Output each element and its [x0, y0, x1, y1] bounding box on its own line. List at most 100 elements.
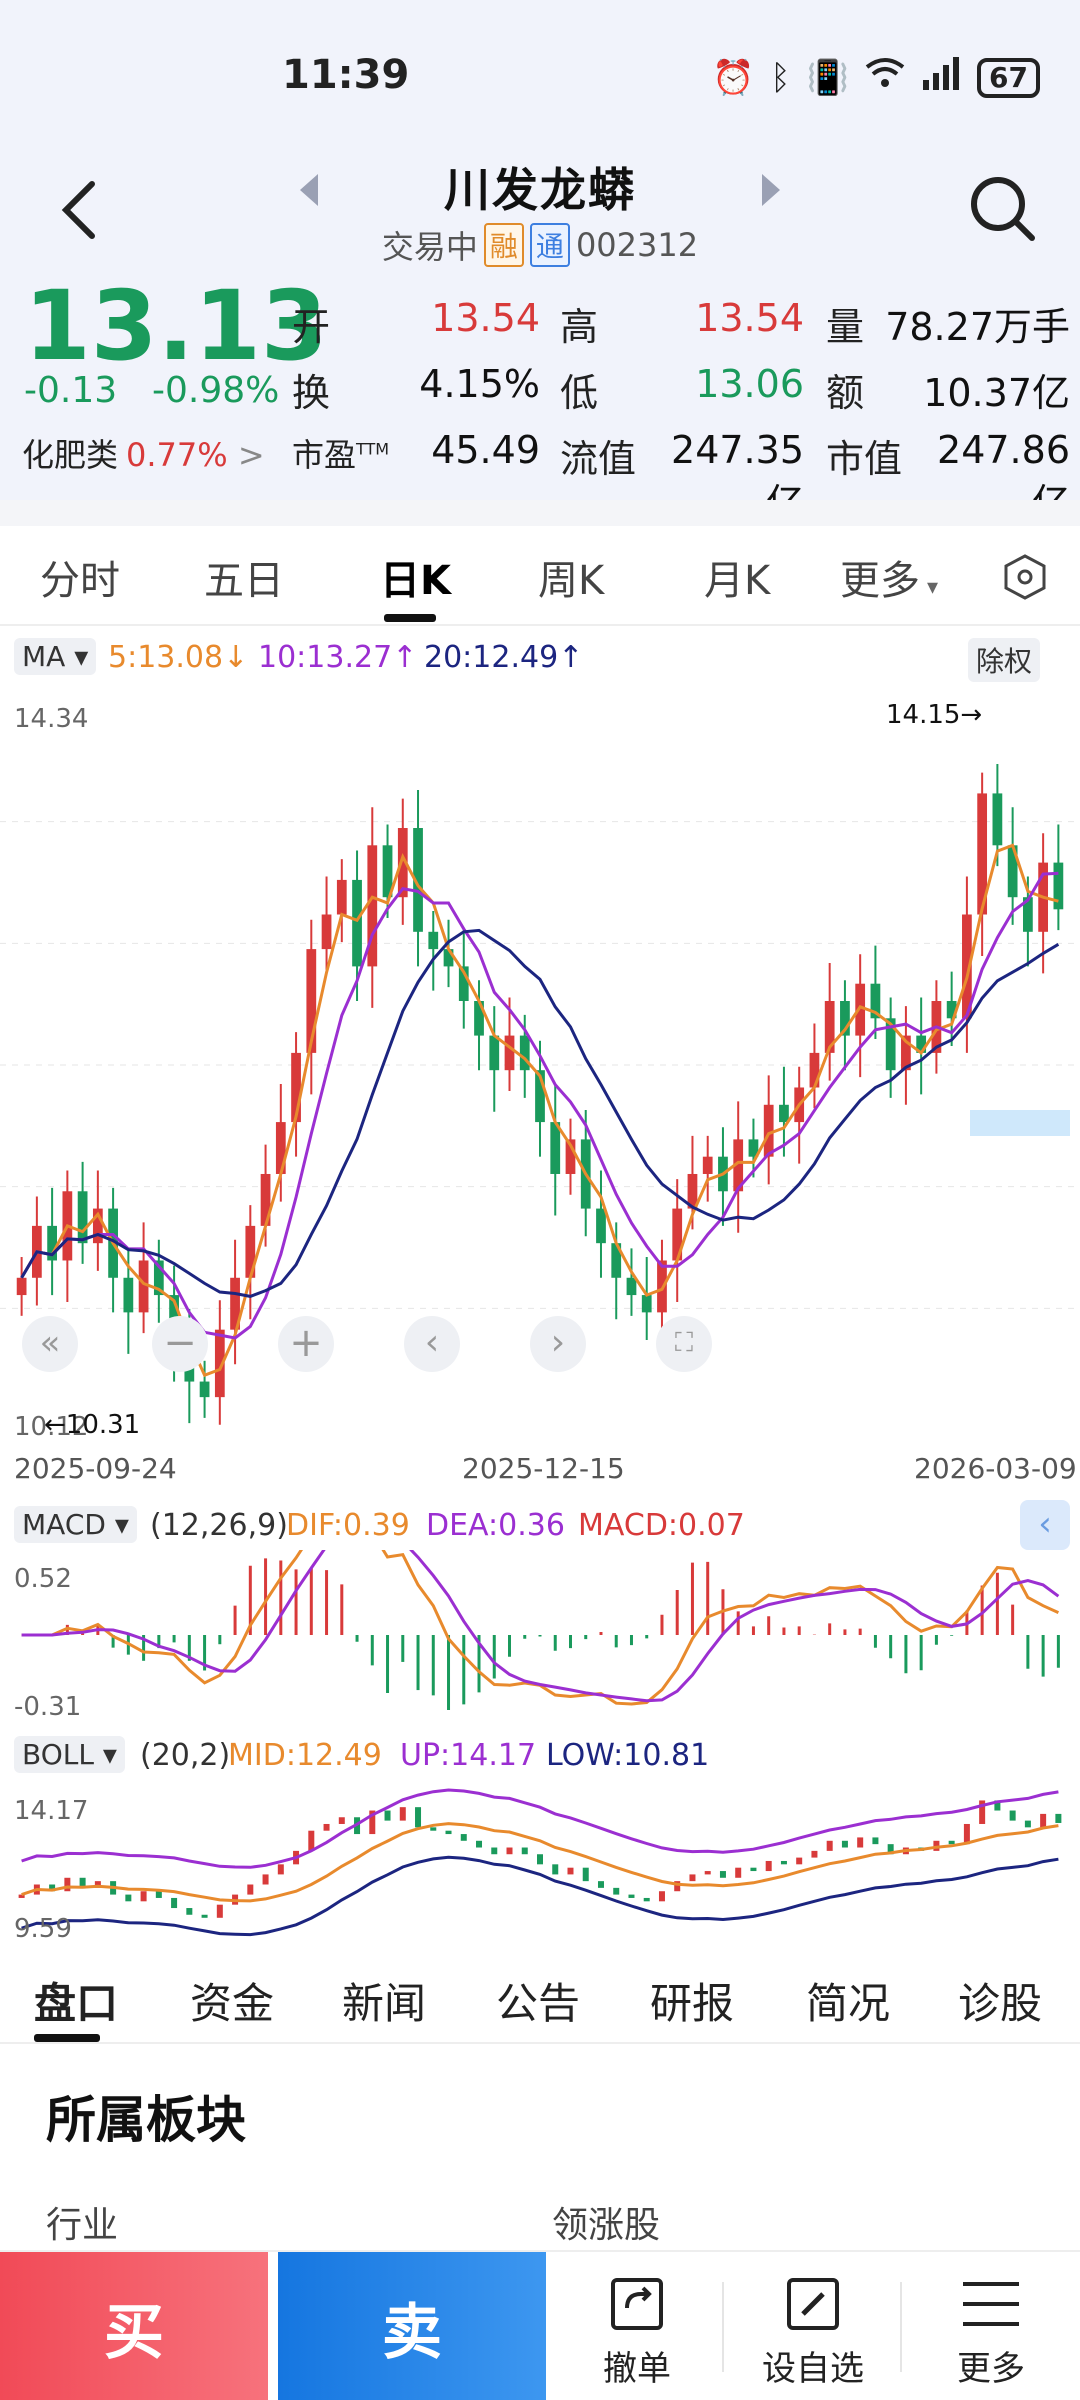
- candle-body: [855, 983, 866, 1036]
- boll-candle: [567, 1867, 574, 1875]
- boll-candle: [948, 1840, 955, 1845]
- tab-daily-k[interactable]: 日K: [380, 558, 451, 604]
- boll-candle: [582, 1867, 589, 1882]
- boll-chart[interactable]: [0, 1780, 1080, 1950]
- add-watchlist-button[interactable]: 设自选: [728, 2252, 898, 2400]
- last-price: 13.13: [24, 270, 328, 382]
- macd-chart[interactable]: [0, 1550, 1080, 1710]
- boll-candle: [887, 1844, 894, 1855]
- kline-chart[interactable]: 14.34 10.12 14.15→ ←10.31 « − + ‹ › ⛶: [0, 690, 1080, 1450]
- sell-button[interactable]: 卖: [278, 2252, 546, 2400]
- boll-candle: [476, 1840, 483, 1848]
- leader-label: 领涨股: [552, 2205, 661, 2246]
- low-label: 低: [560, 371, 599, 415]
- pe-value: 45.49: [431, 428, 540, 472]
- candle-body: [824, 1000, 835, 1053]
- tab-capital[interactable]: 资金: [190, 1979, 275, 2028]
- candle-body: [702, 1156, 713, 1174]
- turnover-label: 换: [292, 371, 331, 415]
- scroll-left-button[interactable]: «: [22, 1316, 78, 1372]
- macd-selector[interactable]: MACD ▾: [14, 1506, 137, 1543]
- more-menu-button[interactable]: 更多: [906, 2252, 1076, 2400]
- macd-y-bottom: -0.31: [14, 1692, 82, 1722]
- boll-candle: [445, 1830, 452, 1835]
- tab-monthly-k[interactable]: 月K: [704, 558, 771, 604]
- boll-candle: [674, 1881, 681, 1892]
- tab-order-book[interactable]: 盘口: [34, 1979, 119, 2028]
- boll-candle: [1009, 1810, 1016, 1821]
- macd-dif: DIF:0.39: [286, 1508, 410, 1543]
- boll-candle: [323, 1823, 330, 1831]
- kline-svg: [0, 764, 1080, 1425]
- edit-icon: [787, 2278, 839, 2330]
- ma-selector[interactable]: MA ▾: [14, 638, 97, 675]
- boll-candle: [415, 1807, 422, 1828]
- candle-body: [519, 1035, 530, 1071]
- tab-profile[interactable]: 简况: [806, 1979, 891, 2028]
- high-value: 13.54: [695, 296, 804, 340]
- tab-five-day[interactable]: 五日: [204, 558, 284, 604]
- candle-body: [336, 879, 347, 915]
- prev-stock-button[interactable]: [300, 174, 318, 206]
- ma20-value: 20:12.49↑: [424, 640, 584, 675]
- boll-candle: [369, 1810, 376, 1835]
- chevron-right-icon: ›: [550, 1322, 566, 1363]
- stock-title: 川发龙蟒 交易中 融 通 002312: [0, 150, 1080, 268]
- float-cap-label: 流值: [560, 437, 637, 481]
- candle-body: [1007, 845, 1018, 898]
- tab-news[interactable]: 新闻: [342, 1979, 427, 2028]
- boll-candle: [750, 1867, 757, 1872]
- cancel-order-button[interactable]: 撤单: [552, 2252, 722, 2400]
- tab-research[interactable]: 研报: [650, 1979, 735, 2028]
- collapse-panel-button[interactable]: ‹: [1020, 1500, 1070, 1550]
- tab-weekly-k[interactable]: 周K: [538, 558, 605, 604]
- boll-candle: [201, 1914, 208, 1918]
- tab-intraday[interactable]: 分时: [40, 558, 120, 604]
- boll-selector[interactable]: BOLL ▾: [14, 1736, 125, 1773]
- candle-body: [1023, 897, 1033, 932]
- boll-legend: BOLL ▾ (20,2) MID:12.49 UP:14.17 LOW:10.…: [0, 1730, 1080, 1780]
- alarm-icon: ⏰: [711, 57, 755, 98]
- double-chevron-left-icon: «: [39, 1323, 61, 1363]
- boll-candle: [979, 1800, 986, 1824]
- chevron-right-icon: >: [237, 436, 265, 474]
- date-label-mid: 2025-12-15: [462, 1452, 625, 1485]
- next-bar-button[interactable]: ›: [530, 1316, 586, 1372]
- zoom-out-button[interactable]: −: [152, 1316, 208, 1372]
- tab-diagnosis[interactable]: 诊股: [958, 1979, 1043, 2028]
- undo-icon: [611, 2278, 663, 2330]
- search-button[interactable]: [962, 168, 1042, 248]
- candle-body: [230, 1277, 240, 1330]
- back-button[interactable]: [52, 170, 112, 250]
- plus-icon: +: [289, 1320, 323, 1366]
- candle-body: [687, 1173, 698, 1209]
- macd-dea: DEA:0.36: [426, 1508, 565, 1543]
- prev-bar-button[interactable]: ‹: [404, 1316, 460, 1372]
- sector-link[interactable]: 化肥类 0.77% >: [22, 430, 265, 476]
- candle-body: [840, 1000, 850, 1036]
- candle-body: [885, 1018, 896, 1071]
- separator: [722, 2282, 724, 2372]
- mkt-cap-label: 市值: [826, 437, 903, 481]
- rights-selector[interactable]: 除权: [968, 638, 1041, 682]
- boll-candle: [796, 1857, 803, 1865]
- candle-body: [611, 1243, 622, 1278]
- active-detail-tab-underline: [34, 2034, 100, 2042]
- candle-body: [260, 1173, 271, 1226]
- fullscreen-button[interactable]: ⛶: [656, 1316, 712, 1372]
- boll-candle: [811, 1850, 818, 1858]
- zoom-in-button[interactable]: +: [278, 1316, 334, 1372]
- boll-candle: [1040, 1813, 1047, 1828]
- chevron-left-icon: ‹: [1038, 1504, 1052, 1544]
- next-stock-button[interactable]: [762, 174, 780, 206]
- tab-more[interactable]: 更多 ▾: [840, 558, 939, 604]
- candle-body: [489, 1035, 500, 1071]
- stock-header: 川发龙蟒 交易中 融 通 002312: [0, 150, 1080, 270]
- buy-button[interactable]: 买: [0, 2252, 268, 2400]
- candle-body: [733, 1139, 744, 1192]
- divider: [0, 500, 1080, 526]
- tab-announcements[interactable]: 公告: [496, 1979, 581, 2028]
- chart-settings-button[interactable]: [1000, 552, 1050, 606]
- pe-label: 市盈TTM: [292, 436, 390, 474]
- y-min-label: 10.12: [14, 1412, 89, 1442]
